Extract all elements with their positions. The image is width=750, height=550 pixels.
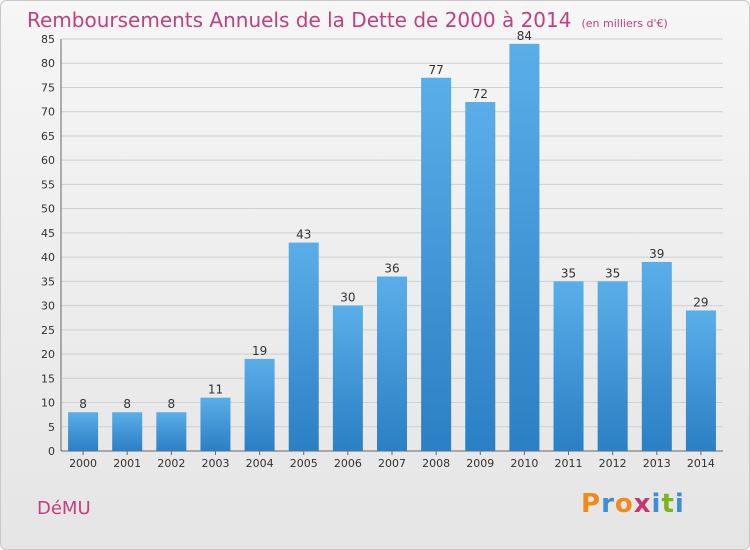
data-label: 11 — [208, 383, 223, 397]
x-tick-label: 2000 — [69, 457, 97, 470]
y-tick-label: 25 — [41, 324, 55, 337]
x-tick-label: 2011 — [555, 457, 583, 470]
y-tick-label: 10 — [41, 397, 55, 410]
logo-letter: r — [601, 489, 615, 519]
y-tick-label: 15 — [41, 372, 55, 385]
logo-letter: i — [651, 489, 662, 519]
data-label: 19 — [252, 344, 267, 358]
x-tick-label: 2005 — [290, 457, 318, 470]
logo-letter: t — [661, 489, 675, 519]
x-tick-label: 2002 — [157, 457, 185, 470]
bar-2011 — [553, 281, 584, 451]
logo-letter: i — [674, 489, 685, 519]
chart-title-text: Remboursements Annuels de la Dette de 20… — [27, 8, 572, 32]
data-label: 72 — [473, 87, 488, 101]
x-tick-label: 2010 — [510, 457, 538, 470]
y-tick-label: 20 — [41, 348, 55, 361]
x-tick-label: 2009 — [466, 457, 494, 470]
chart-title: Remboursements Annuels de la Dette de 20… — [27, 8, 668, 32]
bar-2007 — [376, 276, 408, 451]
y-tick-label: 0 — [48, 445, 55, 458]
y-tick-label: 30 — [41, 300, 55, 313]
data-label: 84 — [517, 29, 532, 43]
logo-letter: P — [581, 489, 602, 519]
x-tick-label: 2007 — [378, 457, 406, 470]
x-tick-label: 2004 — [246, 457, 274, 470]
y-tick-label: 40 — [41, 251, 55, 264]
x-tick-label: 2014 — [687, 457, 715, 470]
bar-2010 — [509, 43, 540, 452]
data-label: 8 — [168, 397, 176, 411]
logo-letter: o — [614, 489, 634, 519]
x-tick-label: 2001 — [113, 457, 141, 470]
proxiti-logo[interactable]: Proxiti — [581, 489, 685, 519]
bar-2003 — [200, 397, 231, 451]
y-tick-label: 60 — [41, 154, 55, 167]
bar-2006 — [332, 305, 363, 451]
y-tick-label: 55 — [41, 178, 55, 191]
bar-2005 — [288, 242, 319, 451]
bar-2000 — [68, 412, 99, 451]
bar-2008 — [421, 77, 452, 451]
commune-name: DéMU — [37, 498, 91, 519]
data-label: 8 — [123, 397, 131, 411]
y-tick-label: 75 — [41, 81, 55, 94]
data-label: 36 — [384, 262, 399, 276]
bars — [68, 43, 716, 452]
data-label: 35 — [561, 266, 576, 280]
bar-2014 — [685, 310, 716, 451]
y-tick-label: 45 — [41, 227, 55, 240]
bar-2009 — [465, 102, 496, 451]
bar-2002 — [156, 412, 187, 451]
logo-letter: x — [633, 489, 652, 519]
x-tick-label: 2008 — [422, 457, 450, 470]
y-tick-label: 50 — [41, 203, 55, 216]
data-label: 43 — [296, 228, 311, 242]
bar-2004 — [244, 358, 275, 451]
data-label: 8 — [79, 397, 87, 411]
bar-2001 — [112, 412, 143, 451]
axes: 0 5 10 15 20 25 30 35 40 45 50 55 60 65 70 75 80 85 2000 20… — [41, 33, 723, 470]
x-tick-label: 2003 — [201, 457, 229, 470]
data-label: 35 — [605, 266, 620, 280]
y-tick-label: 5 — [48, 421, 55, 434]
data-label: 30 — [340, 291, 355, 305]
y-tick-label: 80 — [41, 57, 55, 70]
y-tick-label: 35 — [41, 275, 55, 288]
data-label: 29 — [693, 295, 708, 309]
y-tick-label: 85 — [41, 33, 55, 46]
x-tick-label: 2013 — [643, 457, 671, 470]
bar-2013 — [641, 261, 672, 451]
x-tick-label: 2012 — [599, 457, 627, 470]
data-label: 39 — [649, 247, 664, 261]
x-tick-label: 2006 — [334, 457, 362, 470]
bar-2012 — [597, 281, 628, 451]
chart-subtitle: (en milliers d'€) — [581, 17, 668, 30]
y-tick-label: 65 — [41, 130, 55, 143]
data-labels: 8 8 8 11 19 43 30 36 77 72 84 35 35 39 29 — [79, 29, 708, 411]
y-tick-label: 70 — [41, 106, 55, 119]
data-label: 77 — [428, 63, 443, 77]
